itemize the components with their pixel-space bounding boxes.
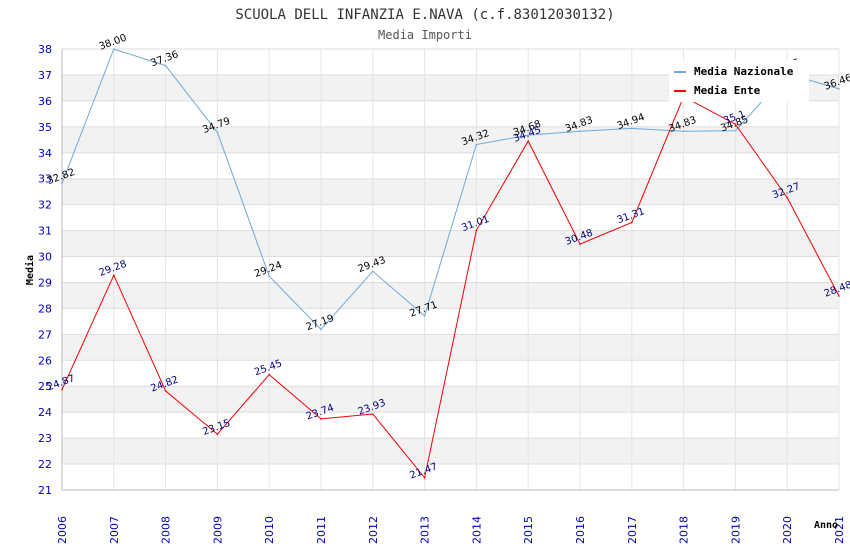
- series-line-media-nazionale: [61, 48, 840, 331]
- y-tick-label: 25: [38, 380, 52, 393]
- y-tick-label: 30: [38, 251, 52, 264]
- data-point: [682, 130, 685, 133]
- y-tick-label: 22: [38, 458, 52, 471]
- data-label: 23.15: [201, 418, 232, 438]
- data-point: [61, 388, 63, 391]
- x-tick-label: 2007: [108, 516, 121, 544]
- data-point: [631, 221, 633, 224]
- axes: [61, 49, 839, 491]
- data-point: [527, 140, 529, 142]
- data-point: [113, 48, 115, 50]
- y-tick-label: 26: [38, 354, 52, 367]
- background-band: [62, 282, 839, 309]
- y-tick-label: 34: [38, 147, 52, 160]
- grid-lines: [61, 48, 840, 491]
- data-point: [164, 390, 167, 392]
- y-tick-label: 23: [38, 432, 52, 445]
- series-lines: [61, 48, 840, 479]
- y-tick-label: 33: [38, 173, 52, 186]
- background-band: [62, 178, 839, 205]
- y-tick-label: 21: [38, 484, 52, 497]
- x-tick-label: 2012: [367, 516, 380, 544]
- chart-subtitle: Media Importi: [378, 28, 472, 42]
- data-point: [268, 373, 271, 376]
- data-point: [61, 182, 63, 185]
- y-tick-label: 31: [38, 225, 52, 238]
- data-point: [838, 295, 840, 297]
- y-tick-label: 28: [38, 302, 52, 315]
- data-point: [527, 134, 529, 136]
- x-tick-label: 2006: [56, 516, 69, 544]
- x-tick-label: 2008: [160, 516, 173, 544]
- y-tick-label: 37: [38, 69, 52, 82]
- y-tick-label: 36: [38, 95, 52, 108]
- x-axis-label: Anno: [814, 520, 838, 531]
- y-tick-label: 35: [38, 121, 52, 134]
- series-line-media-ente: [61, 95, 840, 479]
- data-point: [475, 229, 478, 232]
- y-tick-labels: 21 22 23 24 25 26 27 28 29 30 31 32 33 34 35 36 37 38: [38, 43, 52, 497]
- data-point: [423, 315, 426, 317]
- x-tick-label: 2011: [315, 516, 328, 544]
- data-point: [113, 274, 115, 277]
- x-tick-labels: 2006 2007 2008 2009 2010 2011 2012 2013 2014 2015…: [56, 516, 846, 544]
- data-point: [216, 433, 219, 436]
- data-point: [268, 275, 271, 278]
- data-point: [164, 64, 167, 67]
- x-tick-label: 2019: [729, 516, 742, 544]
- data-label: 29.24: [253, 260, 284, 280]
- data-point: [734, 129, 737, 132]
- background-band: [62, 438, 839, 465]
- background-band: [62, 230, 839, 257]
- legend-label-media-ente: Media Ente: [694, 84, 761, 97]
- x-tick-label: 2020: [781, 516, 794, 544]
- legend: Media Nazionale Media Ente: [669, 60, 809, 102]
- data-point: [216, 131, 219, 134]
- x-tick-label: 2015: [522, 516, 535, 544]
- x-tick-label: 2009: [211, 516, 224, 544]
- y-tick-label: 24: [38, 406, 52, 419]
- legend-background: [669, 60, 809, 102]
- y-tick-label: 32: [38, 199, 52, 212]
- data-point: [838, 88, 840, 90]
- data-label: 38.00: [98, 33, 129, 53]
- data-point: [475, 143, 478, 146]
- y-tick-label: 29: [38, 276, 52, 289]
- x-tick-label: 2010: [263, 516, 276, 544]
- data-point: [423, 477, 426, 479]
- data-point: [320, 418, 322, 420]
- data-point: [786, 196, 788, 199]
- data-point: [631, 127, 633, 130]
- data-point: [579, 243, 581, 245]
- x-tick-label: 2014: [470, 516, 483, 544]
- background-band: [62, 386, 839, 413]
- y-tick-label: 27: [38, 328, 52, 341]
- x-tick-label: 2017: [626, 516, 639, 544]
- x-tick-label: 2021: [833, 516, 846, 544]
- data-point: [372, 270, 374, 273]
- data-label: 37.36: [149, 49, 180, 69]
- data-point: [372, 413, 374, 415]
- y-tick-label: 38: [38, 43, 52, 56]
- chart-title: SCUOLA DELL INFANZIA E.NAVA (c.f.8301203…: [235, 7, 614, 23]
- plot-background-bands: [62, 74, 839, 465]
- y-axis-label: Media: [24, 255, 36, 285]
- data-point: [579, 130, 581, 133]
- data-label: 27.19: [305, 313, 336, 333]
- x-tick-label: 2016: [574, 516, 587, 544]
- data-point: [320, 328, 322, 331]
- x-tick-label: 2013: [419, 516, 432, 544]
- legend-label-media-nazionale: Media Nazionale: [694, 65, 794, 78]
- x-tick-label: 2018: [678, 516, 691, 544]
- data-point: [734, 123, 737, 126]
